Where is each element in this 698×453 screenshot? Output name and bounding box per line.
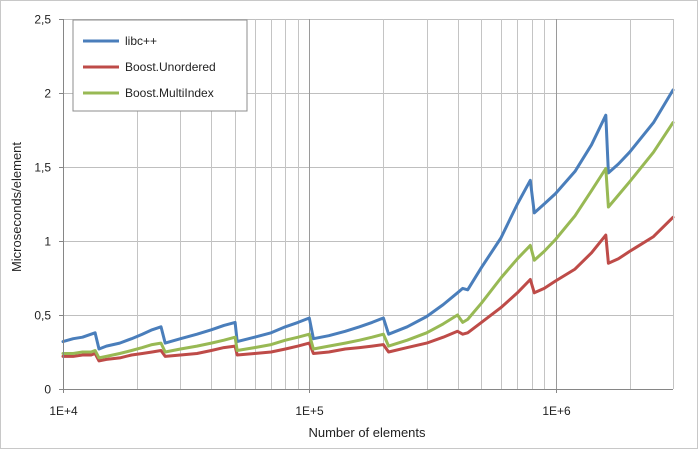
y-tick-label: 0 [44,383,51,397]
tick-labels: 0 0,5 1 1,5 2 2,5 1E+4 1E+5 1E+6 [34,13,571,419]
y-tick-label: 2 [44,87,51,101]
y-tick-label: 0,5 [34,309,51,323]
y-tick-label: 2,5 [34,13,51,27]
series-line-boost-multiindex [61,121,675,360]
x-axis-title: Number of elements [308,425,426,440]
axes [59,19,674,393]
series-lines [61,88,675,363]
series-line-boost-unordered [61,215,675,363]
y-axis-title: Microseconds/element [9,142,24,272]
x-tick-label: 1E+5 [295,404,324,418]
legend-label: libc++ [125,34,157,48]
legend: libc++ Boost.Unordered Boost.MultiIndex [72,19,248,112]
x-tick-label: 1E+6 [542,404,571,418]
y-tick-label: 1,5 [34,161,51,175]
legend-label: Boost.MultiIndex [125,86,214,100]
legend-label: Boost.Unordered [125,60,216,74]
y-tick-label: 1 [44,235,51,249]
x-tick-label: 1E+4 [49,404,78,418]
series-line-libc- [61,88,675,351]
